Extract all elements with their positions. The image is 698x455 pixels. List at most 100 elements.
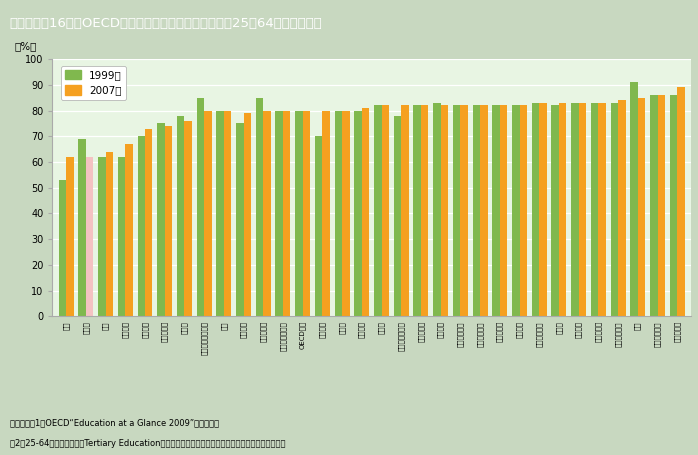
Text: ノルウェー: ノルウェー	[674, 321, 681, 342]
Text: ポーランド: ポーランド	[496, 321, 503, 342]
Bar	[334, 111, 342, 316]
Bar	[374, 106, 382, 316]
Text: 第１－特－16図　OECD諸国の高等教育を受けた女性（25～64歳）の就業率: 第１－特－16図 OECD諸国の高等教育を受けた女性（25～64歳）の就業率	[9, 17, 322, 30]
Bar	[401, 106, 409, 316]
Text: スロバキア: スロバキア	[260, 321, 267, 342]
Bar	[303, 111, 310, 316]
Text: イタリア: イタリア	[142, 321, 148, 338]
Bar	[224, 111, 231, 316]
Text: カナダ: カナダ	[339, 321, 346, 334]
Bar	[579, 103, 586, 316]
Text: 米国: 米国	[221, 321, 227, 329]
Bar	[492, 106, 500, 316]
Bar	[283, 111, 290, 316]
Bar	[322, 111, 330, 316]
Bar	[236, 123, 244, 316]
Text: 英国: 英国	[634, 321, 641, 329]
Bar	[611, 103, 618, 316]
Bar	[244, 113, 251, 316]
Bar	[677, 87, 685, 316]
Bar	[440, 106, 448, 316]
Bar	[276, 111, 283, 316]
Bar	[540, 103, 547, 316]
Bar	[421, 106, 429, 316]
Bar	[165, 126, 172, 316]
Text: メキシコ: メキシコ	[122, 321, 128, 338]
Bar	[59, 180, 66, 316]
Bar	[571, 103, 579, 316]
Text: アイルランド: アイルランド	[477, 321, 484, 347]
Bar	[66, 157, 74, 316]
Bar	[355, 111, 362, 316]
Bar	[551, 106, 559, 316]
Bar	[362, 108, 369, 316]
Bar	[638, 98, 645, 316]
Text: デンマーク: デンマーク	[595, 321, 602, 342]
Bar	[480, 106, 488, 316]
Bar	[669, 95, 677, 316]
Bar	[86, 157, 94, 316]
Bar	[382, 106, 389, 316]
Bar	[618, 100, 625, 316]
Bar	[255, 98, 263, 316]
Text: ポルトガル: ポルトガル	[417, 321, 424, 342]
Text: ギリシャ: ギリシャ	[240, 321, 247, 338]
Bar	[177, 116, 184, 316]
Bar	[500, 106, 507, 316]
Bar	[98, 157, 105, 316]
Bar	[78, 139, 86, 316]
Bar	[512, 106, 519, 316]
Text: オーストリア: オーストリア	[457, 321, 463, 347]
Bar	[630, 82, 638, 316]
Bar	[138, 136, 145, 316]
Bar	[216, 111, 224, 316]
Bar	[658, 95, 665, 316]
Bar	[413, 106, 421, 316]
Bar	[295, 111, 303, 316]
Text: フィンランド: フィンランド	[536, 321, 542, 347]
Text: スペイン: スペイン	[319, 321, 326, 338]
Bar	[650, 95, 658, 316]
Legend: 1999年, 2007年: 1999年, 2007年	[61, 66, 126, 100]
Text: フランス: フランス	[359, 321, 365, 338]
Text: 韓国: 韓国	[63, 321, 70, 329]
Text: スウェーデン: スウェーデン	[654, 321, 661, 347]
Bar	[204, 111, 211, 316]
Bar	[105, 152, 113, 316]
Bar	[157, 123, 165, 316]
Bar	[453, 106, 461, 316]
Bar	[461, 106, 468, 316]
Text: ドイツ: ドイツ	[378, 321, 385, 334]
Text: オーストラリア: オーストラリア	[280, 321, 286, 351]
Text: OECD全体: OECD全体	[299, 321, 306, 349]
Bar	[197, 98, 204, 316]
Bar	[598, 103, 606, 316]
Bar	[184, 121, 192, 316]
Bar	[473, 106, 480, 316]
Bar	[145, 129, 152, 316]
Bar	[532, 103, 540, 316]
Bar	[263, 111, 271, 316]
Bar	[118, 157, 125, 316]
Text: 日本: 日本	[103, 321, 109, 329]
Text: ベルギー: ベルギー	[438, 321, 444, 338]
Bar	[315, 136, 322, 316]
Text: ルクセンブルグ: ルクセンブルグ	[398, 321, 405, 351]
Bar	[433, 103, 440, 316]
Text: オランダ: オランダ	[517, 321, 523, 338]
Text: 2．25-64歳の高等教育（Tertiary Education）を受けた女性についての人口に占める就業者の比率。: 2．25-64歳の高等教育（Tertiary Education）を受けた女性に…	[10, 439, 286, 448]
Bar	[125, 144, 133, 316]
Text: アイスランド: アイスランド	[615, 321, 621, 347]
Text: トルコ: トルコ	[82, 321, 89, 334]
Text: チェコ: チェコ	[181, 321, 188, 334]
Bar	[342, 111, 350, 316]
Text: （備考）　1．OECD“Education at a Glance 2009”より作成。: （備考） 1．OECD“Education at a Glance 2009”よ…	[10, 418, 220, 427]
Bar	[559, 103, 567, 316]
Text: ハンガリー: ハンガリー	[161, 321, 168, 342]
Text: （%）: （%）	[14, 41, 36, 51]
Text: オランダ: オランダ	[575, 321, 582, 338]
Bar	[591, 103, 598, 316]
Text: スイス: スイス	[556, 321, 563, 334]
Text: ニュージーランド: ニュージーランド	[201, 321, 207, 355]
Bar	[394, 116, 401, 316]
